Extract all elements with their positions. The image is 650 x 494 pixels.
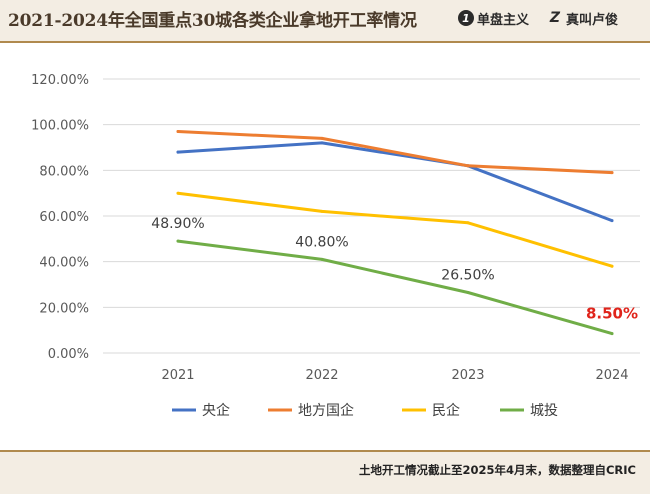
x-tick-label: 2021 — [161, 368, 194, 383]
data-point — [610, 171, 614, 175]
data-label: 26.50% — [441, 267, 494, 283]
line-chart: 0.00% 20.00% 40.00% 60.00% 80.00% 100.00% 120.… — [31, 73, 640, 419]
data-point — [176, 130, 180, 133]
data-point — [466, 221, 470, 225]
data-point — [176, 191, 180, 195]
series-line-地方国企 — [176, 130, 614, 175]
data-label: 8.50% — [586, 305, 638, 323]
data-point — [466, 291, 470, 294]
legend-label: 城投 — [530, 403, 558, 419]
series-line-央企 — [176, 141, 614, 223]
data-point — [320, 209, 324, 213]
y-tick-label: 20.00% — [39, 301, 89, 316]
y-tick-label: 80.00% — [39, 164, 89, 179]
x-tick-label: 2023 — [451, 368, 484, 383]
legend-label: 地方国企 — [298, 402, 354, 419]
series-line-城投 — [176, 239, 614, 336]
data-point — [320, 141, 324, 145]
data-label: 48.90% — [151, 216, 204, 232]
y-tick-label: 100.00% — [31, 119, 89, 134]
brand-secondary-label: 真叫卢俊 — [566, 12, 619, 28]
header: 2021-2024年全国重点30城各类企业拿地开工率情况 1 单盘主义 Z 真叫… — [0, 0, 650, 38]
data-point — [176, 150, 180, 154]
y-tick-label: 0.00% — [48, 347, 89, 362]
y-tick-label: 120.00% — [31, 73, 89, 88]
y-tick-label: 40.00% — [39, 256, 89, 271]
brand-primary-label: 单盘主义 — [477, 12, 530, 28]
x-tick-label: 2022 — [305, 368, 338, 383]
data-point — [610, 264, 614, 268]
data-point — [466, 164, 470, 168]
header-divider — [0, 41, 650, 43]
legend-label: 民企 — [432, 402, 460, 419]
data-point — [176, 239, 180, 243]
data-point — [610, 219, 614, 223]
brand-secondary: Z 真叫卢俊 — [547, 8, 618, 28]
leaf-number-icon: 1 — [458, 10, 474, 26]
z-letter-icon: Z — [547, 10, 563, 26]
chart-area: 0.00% 20.00% 40.00% 60.00% 80.00% 100.00% 120.… — [0, 43, 650, 450]
footer-divider — [0, 450, 650, 452]
data-point — [610, 332, 614, 336]
data-point — [320, 136, 324, 140]
data-point — [320, 257, 324, 261]
brand-primary: 1 单盘主义 — [458, 8, 529, 28]
series-line-民企 — [176, 191, 614, 268]
data-label: 40.80% — [295, 234, 348, 250]
legend-label: 央企 — [202, 402, 230, 419]
x-tick-label: 2024 — [595, 368, 628, 383]
footer-note: 土地开工情况截止至2025年4月末，数据整理自CRIC — [358, 463, 636, 477]
y-tick-label: 60.00% — [39, 210, 89, 225]
page-title: 2021-2024年全国重点30城各类企业拿地开工率情况 — [8, 11, 417, 31]
